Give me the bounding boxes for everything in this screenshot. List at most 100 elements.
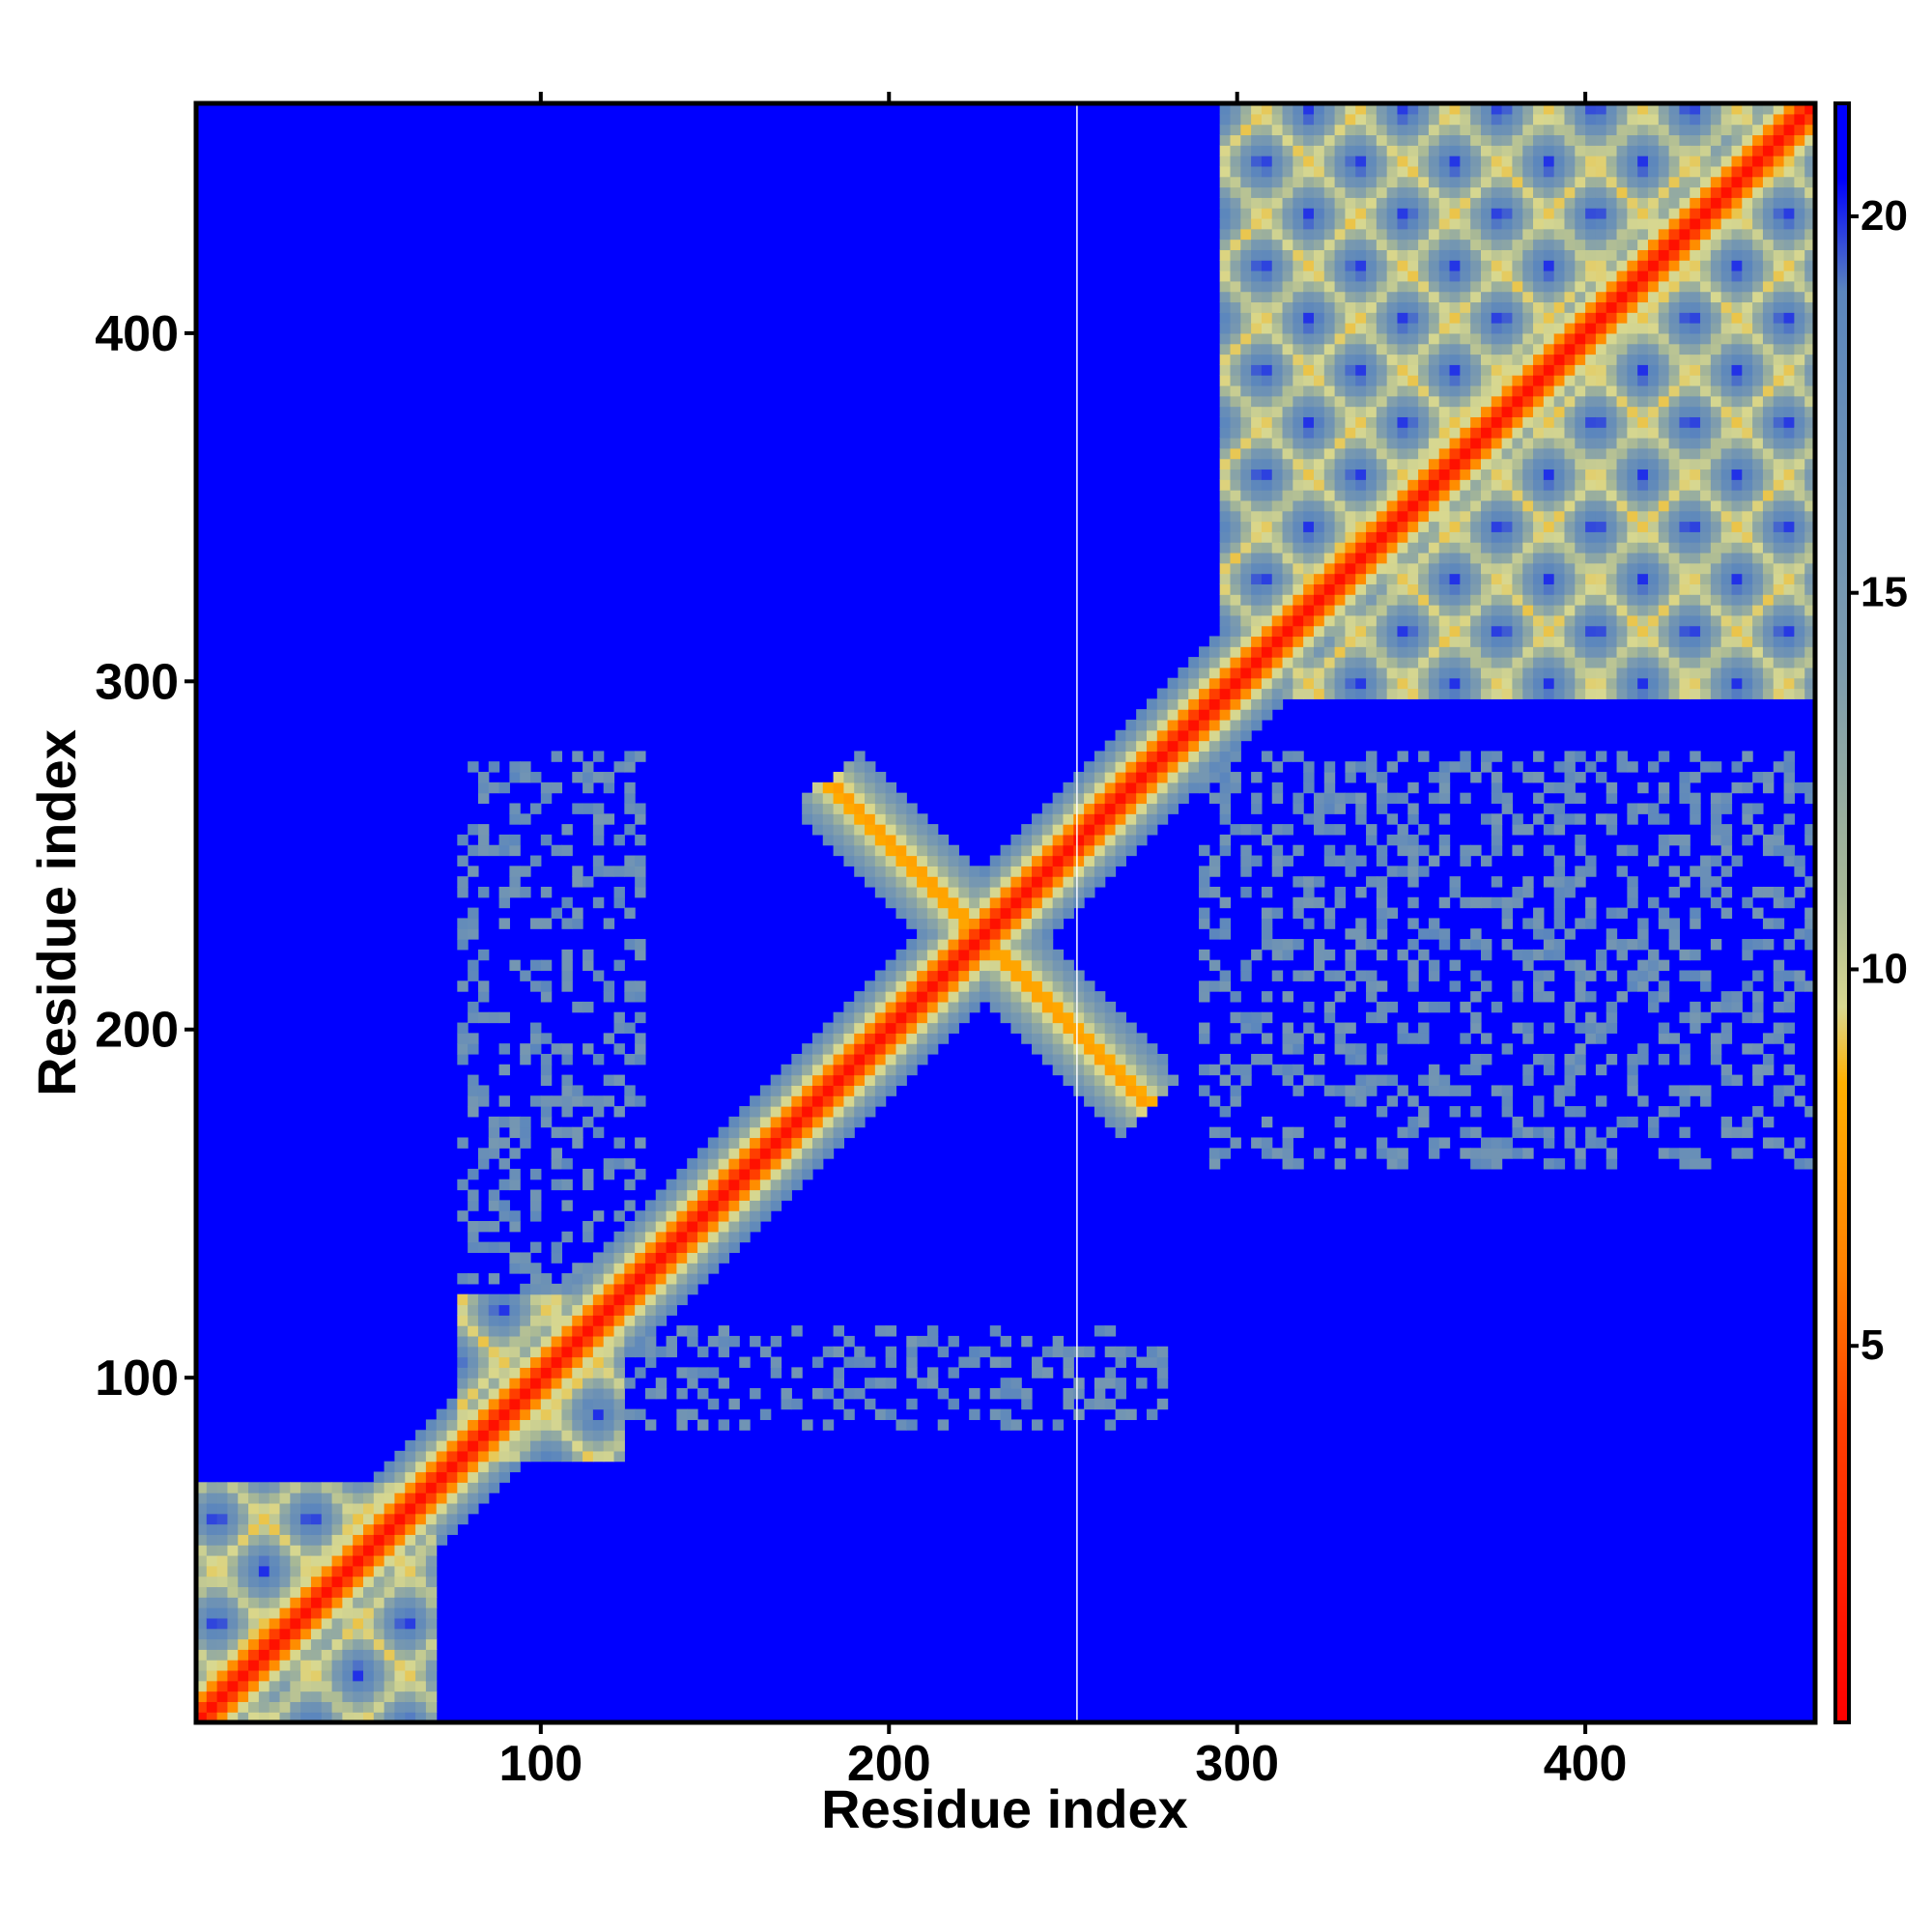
heatmap-cell — [1512, 521, 1523, 532]
heatmap-cell — [1585, 657, 1597, 668]
heatmap-cell — [1418, 217, 1430, 230]
heatmap-cell — [248, 1482, 260, 1493]
heatmap-cell — [1553, 876, 1566, 888]
heatmap-cell — [613, 886, 625, 898]
heatmap-cell — [196, 1690, 208, 1702]
heatmap-cell — [1575, 531, 1586, 543]
heatmap-cell — [1522, 605, 1534, 616]
heatmap-cell — [1355, 176, 1367, 188]
heatmap-cell — [1501, 625, 1514, 638]
heatmap-cell — [707, 1158, 720, 1170]
heatmap-cell — [1366, 499, 1378, 512]
heatmap-cell — [1032, 1033, 1043, 1044]
heatmap-cell — [1271, 124, 1284, 136]
heatmap-cell — [248, 1690, 260, 1702]
heatmap-cell — [1585, 1033, 1597, 1044]
heatmap-cell — [1115, 761, 1126, 773]
heatmap-cell — [1438, 301, 1451, 313]
heatmap-cell — [1376, 323, 1388, 334]
heatmap-cell — [477, 1325, 490, 1337]
heatmap-cell — [1345, 531, 1356, 543]
heatmap-cell — [1397, 270, 1408, 282]
heatmap-cell — [1501, 614, 1514, 627]
heatmap-cell — [498, 896, 510, 909]
heatmap-cell — [937, 991, 950, 1003]
heatmap-cell — [802, 1074, 813, 1087]
heatmap-cell — [655, 1220, 668, 1233]
heatmap-cell — [1480, 677, 1492, 690]
heatmap-cell — [216, 1576, 229, 1588]
heatmap-cell — [1104, 1106, 1117, 1118]
heatmap-cell — [1282, 1043, 1293, 1055]
heatmap-cell — [468, 928, 479, 940]
heatmap-cell — [1376, 803, 1388, 814]
heatmap-cell — [1418, 312, 1430, 324]
heatmap-cell — [1323, 124, 1336, 136]
heatmap-cell — [425, 1554, 438, 1567]
heatmap-cell — [1271, 145, 1284, 156]
heatmap-cell — [906, 834, 918, 846]
heatmap-cell — [1313, 1033, 1325, 1044]
heatmap-cell — [917, 1011, 928, 1024]
heatmap-cell — [457, 1419, 469, 1431]
heatmap-cell — [498, 1325, 510, 1337]
heatmap-cell — [1334, 332, 1347, 345]
heatmap-cell — [854, 792, 866, 805]
heatmap-cell — [582, 1220, 594, 1233]
heatmap-cell — [1376, 499, 1388, 512]
heatmap-cell — [1230, 562, 1241, 575]
heatmap-cell — [1449, 761, 1461, 773]
heatmap-cell — [1219, 636, 1232, 647]
heatmap-cell — [865, 1378, 876, 1389]
heatmap-cell — [551, 1450, 563, 1463]
heatmap-cell — [1470, 1126, 1482, 1139]
heatmap-cell — [1366, 970, 1378, 981]
heatmap-cell — [1334, 156, 1347, 167]
heatmap-cell — [1345, 427, 1356, 439]
heatmap-cell — [895, 792, 907, 805]
heatmap-cell — [728, 1210, 740, 1222]
heatmap-cell — [1240, 688, 1252, 699]
heatmap-cell — [1334, 824, 1347, 836]
heatmap-cell — [1501, 228, 1514, 241]
heatmap-cell — [582, 959, 594, 972]
heatmap-cell — [488, 1408, 500, 1421]
heatmap-cell — [561, 1074, 573, 1087]
heatmap-cell — [436, 1430, 448, 1441]
heatmap-cell — [1041, 918, 1054, 929]
heatmap-cell — [718, 1137, 730, 1149]
heatmap-cell — [1386, 438, 1399, 449]
heatmap-cell — [1449, 103, 1461, 115]
heatmap-cell — [926, 886, 939, 898]
heatmap-cell — [279, 1576, 291, 1588]
heatmap-cell — [895, 970, 907, 981]
heatmap-cell — [551, 1387, 563, 1400]
heatmap-cell — [561, 1231, 573, 1243]
heatmap-cell — [1282, 1126, 1293, 1139]
heatmap-cell — [1240, 469, 1252, 480]
heatmap-cell — [310, 1554, 323, 1567]
heatmap-cell — [906, 1053, 918, 1065]
heatmap-cell — [1407, 406, 1419, 417]
heatmap-cell — [1575, 332, 1586, 345]
heatmap-cell — [1303, 469, 1315, 480]
heatmap-cell — [1438, 469, 1451, 480]
heatmap-cell — [520, 1419, 531, 1431]
heatmap-cell — [1282, 249, 1293, 261]
heatmap-cell — [1230, 447, 1241, 460]
heatmap-cell — [1323, 479, 1336, 491]
heatmap-cell — [1564, 145, 1576, 156]
heatmap-cell — [1376, 792, 1388, 805]
heatmap-cell — [1470, 438, 1482, 449]
heatmap-cell — [258, 1617, 270, 1630]
heatmap-cell — [1575, 406, 1586, 417]
heatmap-cell — [1293, 510, 1304, 523]
heatmap-cell — [1428, 312, 1440, 324]
heatmap-cell — [603, 1378, 615, 1389]
heatmap-cell — [1271, 552, 1284, 564]
heatmap-cell — [1293, 343, 1304, 355]
heatmap-cell — [1063, 834, 1074, 846]
heatmap-cell — [1522, 176, 1534, 188]
heatmap-cell — [425, 1482, 438, 1493]
heatmap-cell — [1115, 1043, 1126, 1055]
